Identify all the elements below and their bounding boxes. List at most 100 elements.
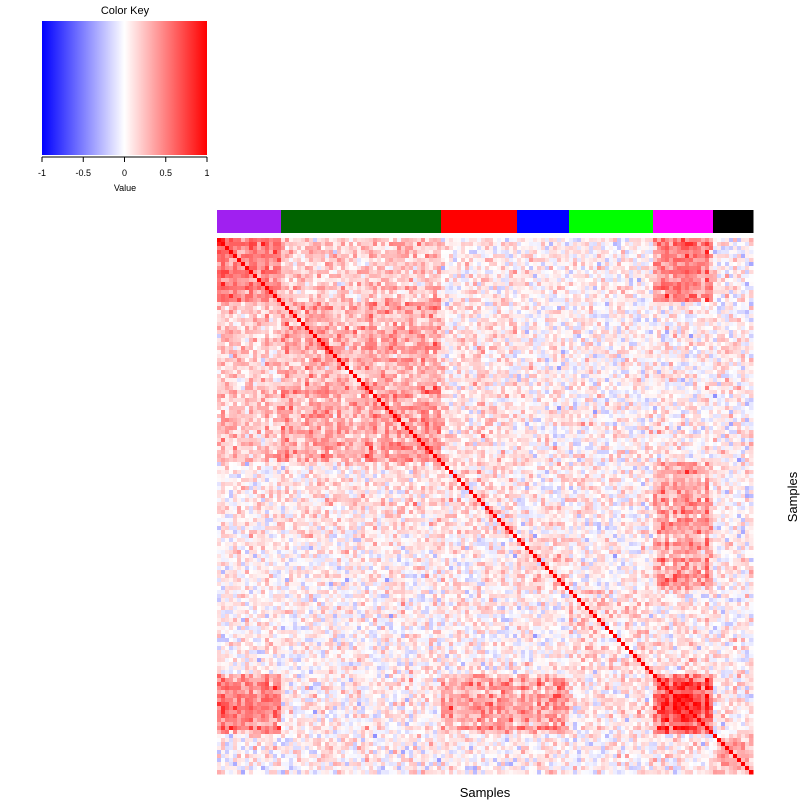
- heatmap-cell: [449, 354, 453, 358]
- heatmap-cell: [625, 322, 629, 326]
- heatmap-cell: [241, 334, 245, 338]
- heatmap-cell: [673, 366, 677, 370]
- heatmap-cell: [669, 350, 673, 354]
- heatmap-cell: [705, 366, 709, 370]
- heatmap-cell: [405, 358, 409, 362]
- heatmap-cell: [457, 278, 461, 282]
- heatmap-cell: [333, 274, 337, 278]
- heatmap-cell: [505, 278, 509, 282]
- heatmap-cell: [649, 362, 653, 366]
- heatmap-cell: [497, 302, 501, 306]
- heatmap-cell: [541, 238, 545, 242]
- heatmap-cell: [433, 370, 437, 374]
- heatmap-cell: [589, 262, 593, 266]
- heatmap-cell: [557, 266, 561, 270]
- heatmap-cell: [393, 354, 397, 358]
- heatmap-cell: [317, 306, 321, 310]
- heatmap-cell: [265, 306, 269, 310]
- heatmap-cell: [585, 290, 589, 294]
- heatmap-cell: [573, 258, 577, 262]
- heatmap-cell: [705, 262, 709, 266]
- heatmap-cell: [385, 286, 389, 290]
- heatmap-cell: [477, 302, 481, 306]
- heatmap-cell: [705, 286, 709, 290]
- heatmap-cell: [453, 342, 457, 346]
- heatmap-cell: [281, 318, 285, 322]
- heatmap-cell: [641, 350, 645, 354]
- heatmap-cell: [449, 274, 453, 278]
- heatmap-cell: [313, 274, 317, 278]
- heatmap-cell: [409, 338, 413, 342]
- heatmap-cell: [605, 258, 609, 262]
- heatmap-cell: [481, 238, 485, 242]
- heatmap-cell: [297, 302, 301, 306]
- heatmap-cell: [625, 278, 629, 282]
- heatmap-cell: [581, 382, 585, 386]
- heatmap-cell: [261, 310, 265, 314]
- heatmap-cell: [325, 238, 329, 242]
- heatmap-cell: [229, 358, 233, 362]
- heatmap-cell: [365, 366, 369, 370]
- heatmap-cell: [569, 294, 573, 298]
- heatmap-cell: [485, 346, 489, 350]
- heatmap-cell: [285, 286, 289, 290]
- heatmap-cell: [313, 342, 317, 346]
- heatmap-cell: [557, 258, 561, 262]
- heatmap-cell: [449, 326, 453, 330]
- heatmap-cell: [397, 298, 401, 302]
- heatmap-cell: [457, 350, 461, 354]
- heatmap-cell: [325, 334, 329, 338]
- heatmap-cell: [681, 262, 685, 266]
- heatmap-cell: [469, 274, 473, 278]
- heatmap-cell: [461, 254, 465, 258]
- heatmap-cell: [433, 298, 437, 302]
- heatmap-cell: [445, 278, 449, 282]
- heatmap-cell: [421, 378, 425, 382]
- heatmap-cell: [369, 302, 373, 306]
- heatmap-cell: [509, 306, 513, 310]
- heatmap-cell: [505, 306, 509, 310]
- heatmap-cell: [497, 358, 501, 362]
- heatmap-cell: [353, 238, 357, 242]
- heatmap-cell: [417, 246, 421, 250]
- heatmap-cell: [285, 326, 289, 330]
- heatmap-cell: [461, 298, 465, 302]
- heatmap-cell: [661, 250, 665, 254]
- heatmap-cell: [597, 250, 601, 254]
- heatmap-cell: [261, 338, 265, 342]
- heatmap-cell: [273, 350, 277, 354]
- heatmap-cell: [669, 346, 673, 350]
- heatmap-cell: [669, 262, 673, 266]
- heatmap-cell: [721, 286, 725, 290]
- heatmap-cell: [249, 330, 253, 334]
- heatmap-cell: [409, 258, 413, 262]
- heatmap-cell: [637, 310, 641, 314]
- heatmap-cell: [597, 334, 601, 338]
- heatmap-cell: [369, 366, 373, 370]
- heatmap-cell: [585, 326, 589, 330]
- heatmap-cell: [337, 310, 341, 314]
- heatmap-cell: [437, 342, 441, 346]
- heatmap-cell: [457, 334, 461, 338]
- heatmap-cell: [353, 322, 357, 326]
- heatmap-cell: [461, 246, 465, 250]
- heatmap-cell: [493, 246, 497, 250]
- heatmap-cell: [749, 382, 753, 386]
- heatmap-cell: [509, 262, 513, 266]
- heatmap-cell: [737, 350, 741, 354]
- heatmap-cell: [661, 254, 665, 258]
- heatmap-cell: [477, 246, 481, 250]
- heatmap-cell: [409, 378, 413, 382]
- heatmap-cell: [557, 314, 561, 318]
- heatmap-cell: [589, 242, 593, 246]
- heatmap-cell: [485, 358, 489, 362]
- heatmap-cell: [409, 354, 413, 358]
- heatmap-cell: [585, 362, 589, 366]
- heatmap-cell: [469, 330, 473, 334]
- heatmap-cell: [437, 350, 441, 354]
- heatmap-cell: [633, 238, 637, 242]
- heatmap-cell: [421, 354, 425, 358]
- heatmap-cell: [269, 358, 273, 362]
- heatmap-cell: [621, 374, 625, 378]
- heatmap-cell: [381, 262, 385, 266]
